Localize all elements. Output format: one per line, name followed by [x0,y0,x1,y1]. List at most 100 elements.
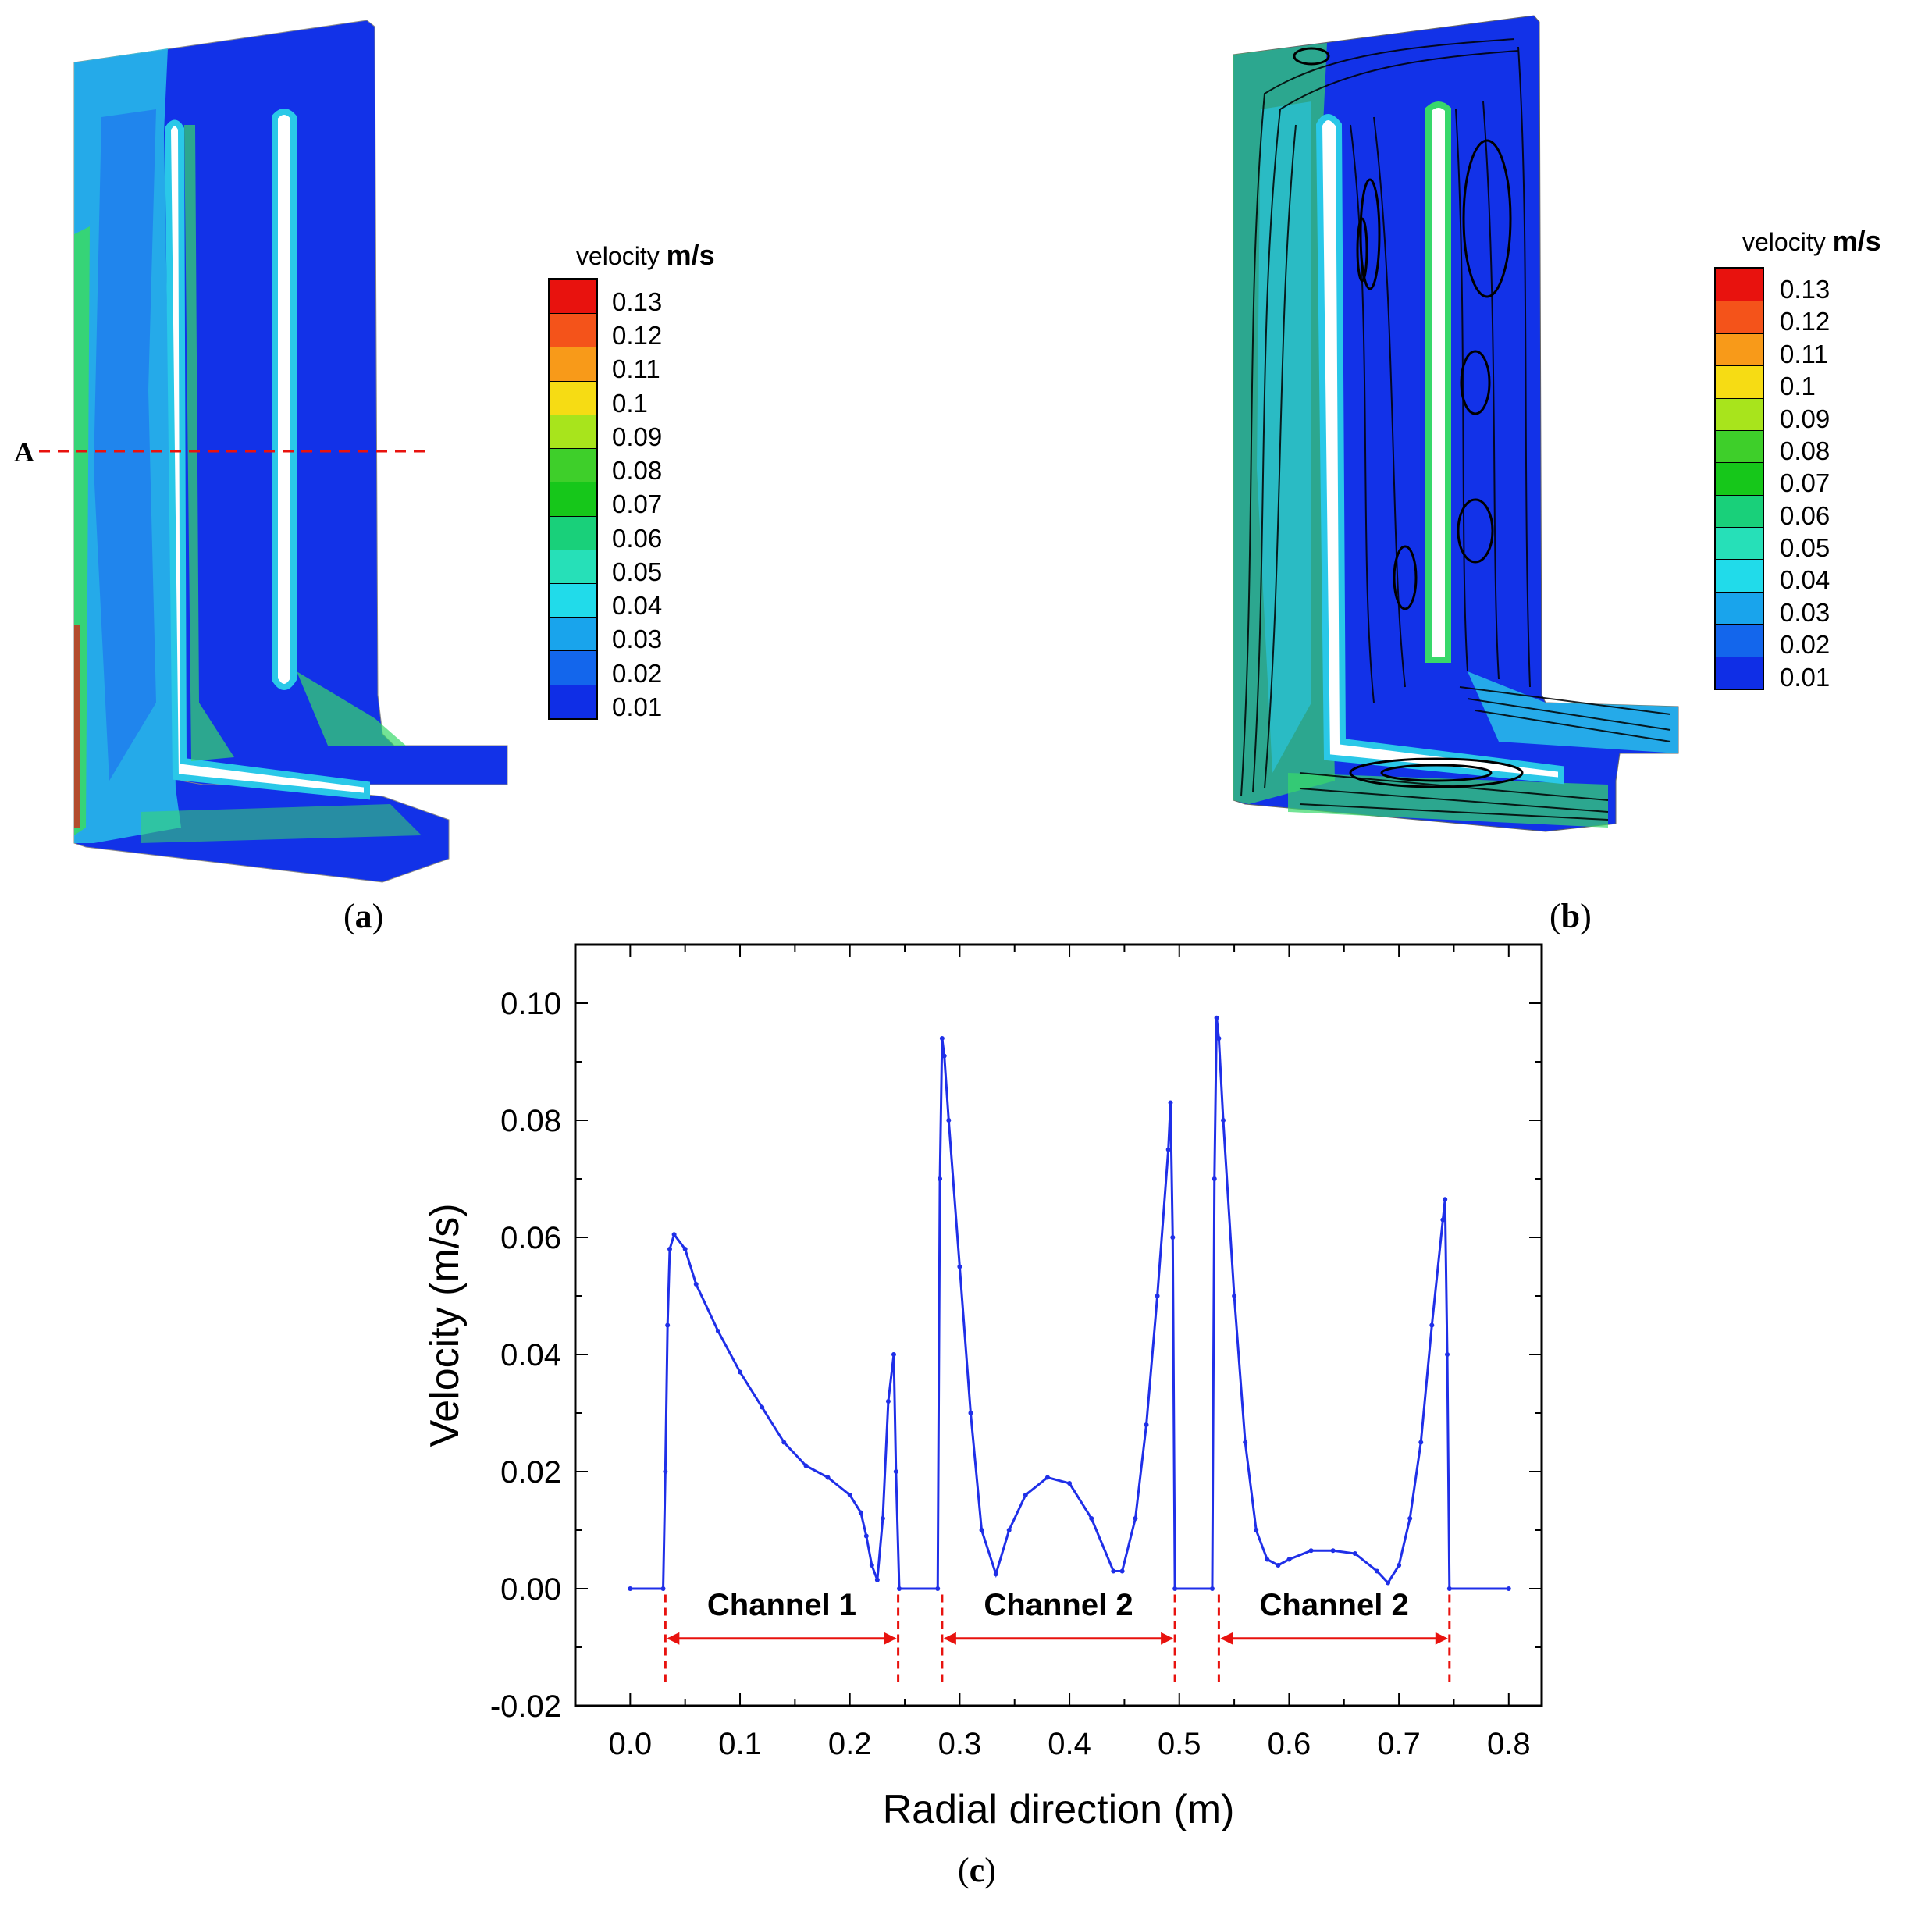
series-point [1067,1481,1073,1486]
colorbar-swatch [1716,624,1763,657]
colorbar-title-a: velocity m/s [576,239,715,272]
colorbar-swatch [550,582,596,618]
series-point [968,1411,973,1415]
series-point [1232,1294,1237,1298]
series-point [993,1572,998,1577]
caption-b: (b) [1550,897,1592,935]
series-point [671,1232,677,1237]
caption-c: (c) [958,1851,996,1889]
colorbar-swatch [1716,269,1763,301]
series-point [1265,1557,1270,1562]
caption-a-letter: a [354,897,372,935]
flow-band-outlet-b [1468,671,1678,753]
colorbar-tick-label: 0.1 [1780,372,1816,401]
colorbar-tick-label: 0.09 [612,422,663,451]
colorbar-swatch [1716,559,1763,592]
series-point [880,1516,885,1521]
series-point [665,1322,671,1328]
series-point [781,1440,787,1445]
colorbar-tick-label: 0.05 [612,557,663,586]
caption-c-letter: c [969,1851,985,1889]
plot-frame [574,943,1543,1707]
series-point [1212,1176,1217,1181]
colorbar-tick-label: 0.01 [1780,662,1831,692]
x-tick-label: 0.4 [1048,1727,1091,1761]
slot-channel-2-a [272,109,297,690]
colorbar-swatch [550,347,596,381]
series-point [1407,1516,1413,1521]
colorbar-title-label-a: velocity [576,242,660,270]
x-tick-label: 0.7 [1377,1727,1421,1761]
colorbar-swatch [550,448,596,482]
series-point [893,1469,898,1474]
series-point [946,1118,952,1123]
colorbar-title-unit-b: m/s [1832,225,1881,257]
colorbar-swatch [1716,301,1763,333]
caption-a: (a) [343,897,384,935]
flow-green-channel-a [184,125,234,761]
series-point [1386,1580,1391,1586]
colorbar-tick-label: 0.12 [612,321,663,351]
series-point [1443,1197,1448,1202]
slot-channel-1-a [164,119,370,800]
colorbar-swatch [1716,462,1763,495]
series-point [1089,1516,1094,1521]
colorbar-tick-label: 0.08 [612,456,663,486]
colorbar-tick-label: 0.03 [1780,597,1831,627]
colorbar-tick-label: 0.01 [612,692,663,721]
colorbar-legend-b: velocity m/s 0.13 0.12 0.11 0.1 0.09 0.08 0.07… [1710,219,1932,703]
y-tick-label: 0.00 [500,1572,561,1607]
series-point [935,1586,941,1591]
series-point [663,1469,668,1474]
series-point [874,1577,880,1582]
x-tick-label: 0.6 [1268,1727,1311,1761]
colorbar-swatch [550,617,596,651]
colorbar-swatch [1716,527,1763,560]
colorbar-swatch [1716,333,1763,366]
channel-arrowhead-right [884,1632,897,1645]
series-point [891,1352,896,1357]
colorbar-tick-label: 0.13 [612,287,663,316]
colorbar-tick-label: 0.11 [1780,339,1828,368]
series-point [693,1282,699,1287]
series-point [939,1036,945,1041]
colorbar-swatch [1716,591,1763,625]
channel-arrowhead-left [1220,1632,1233,1645]
series-point [825,1475,831,1480]
series-point [941,1053,947,1059]
colorbar-title-unit-a: m/s [666,239,715,271]
colorbar-swatch [1716,656,1763,689]
series-point [1446,1586,1452,1591]
colorbar-tick-label: 0.11 [612,354,660,384]
series-point [863,1533,869,1539]
series-point [847,1493,852,1497]
x-tick-label: 0.2 [828,1727,872,1761]
series-point [1155,1294,1160,1298]
x-axis-label: Radial direction (m) [883,1787,1235,1832]
series-point [979,1528,984,1532]
series-point [1429,1322,1435,1328]
series-point [1506,1586,1511,1591]
series-point [1168,1100,1173,1105]
series-point [760,1404,765,1410]
series-line [630,1017,1509,1590]
colorbar-tick-label: 0.1 [612,388,648,418]
colorbar-swatch [1716,429,1763,463]
series-point [738,1369,743,1375]
series-point [803,1463,809,1468]
x-tick-label: 0.8 [1487,1727,1531,1761]
colorbar-swatch [550,650,596,685]
colorbar-tick-label: 0.07 [612,489,663,519]
channel-arrowhead-left [667,1632,680,1645]
panel-a: A (a) [0,0,781,935]
colorbar-tick-label: 0.03 [612,625,663,654]
channel-arrowhead-right [1435,1632,1448,1645]
flow-green-right-a [297,671,406,746]
colorbar-tick-label: 0.09 [1780,404,1831,433]
colorbar-swatches-a [548,278,598,720]
colorbar-tick-label: 0.12 [1780,307,1831,336]
slot-channel-2-b [1425,101,1451,663]
colorbar-swatch [1716,494,1763,527]
series-point [1172,1586,1178,1591]
series-point [1165,1147,1171,1152]
